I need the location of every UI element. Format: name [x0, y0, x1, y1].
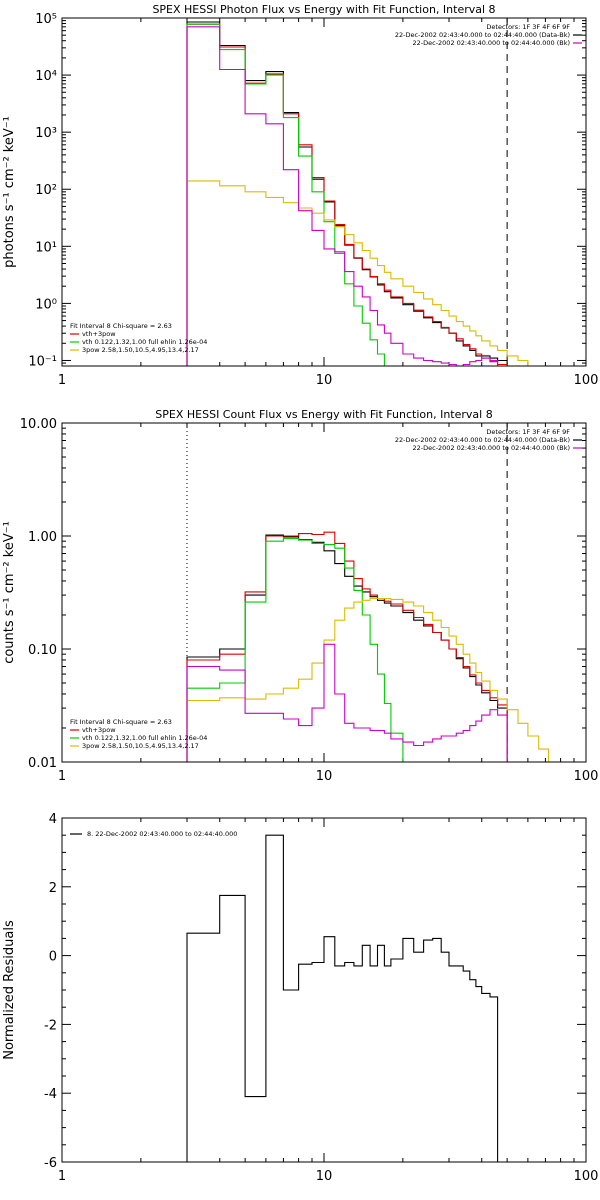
legend-entry-bl: 3pow 2.58,1.50,10.5,4.95,13.4,2.17: [82, 742, 199, 750]
x-tick-label: 100: [574, 769, 599, 784]
y-tick-label: 10⁰: [35, 297, 57, 312]
y-axis-label: Normalized Residuals: [2, 920, 17, 1060]
y-tick-label: 4: [49, 812, 57, 827]
chart-title: SPEX HESSI Photon Flux vs Energy with Fi…: [152, 3, 495, 16]
y-tick-label: 0: [49, 950, 57, 965]
legend-entry-bl: vth 0.122,1.32,1.00 full ehlin 1.26e-04: [82, 338, 207, 346]
y-axis-label: photons s⁻¹ cm⁻² keV⁻¹: [2, 116, 17, 268]
plot-frame: [61, 817, 587, 1163]
legend-entry-tr: 22-Dec-2002 02:43:40.000 to 02:44:40.000…: [395, 436, 570, 444]
residuals-plot: Normalized Residuals 1 10 100 -6 -4 -2 0 2 4 8. 22…: [2, 812, 598, 1184]
y-axis-label: counts s⁻¹ cm⁻² keV⁻¹: [2, 521, 17, 664]
legend-entry-tr: 22-Dec-2002 02:43:40.000 to 02:44:40.000…: [395, 31, 570, 39]
legend-entry-bl: 3pow 2.58,1.50,10.5,4.95,13.4,2.17: [82, 346, 199, 354]
legend-entry-bl: Fit Interval 8 Chi-square = 2.63: [70, 718, 172, 726]
series-line-2: [186, 23, 391, 366]
series-line-1: [186, 531, 508, 762]
y-tick-label: 2: [49, 881, 57, 896]
plot-frame: [61, 17, 587, 367]
x-tick-label: 10: [316, 373, 333, 388]
legend-entry-bl: Fit Interval 8 Chi-square = 2.63: [70, 322, 172, 330]
series-line-3: [186, 180, 539, 366]
y-tick-label: 1.00: [28, 530, 57, 545]
series-line-4: [186, 643, 508, 762]
series-line-0: [186, 834, 508, 1162]
plot-frame: [61, 422, 587, 763]
y-tick-label: -4: [44, 1087, 57, 1102]
legend-entry-tr: 22-Dec-2002 02:43:40.000 to 02:44:40.000…: [413, 39, 571, 47]
chart-title: SPEX HESSI Count Flux vs Energy with Fit…: [155, 408, 492, 421]
y-tick-label: 0.10: [28, 643, 57, 658]
y-tick-label: 10⁴: [35, 69, 57, 84]
series-line-2: [186, 537, 404, 762]
x-tick-label: 100: [574, 1169, 599, 1184]
x-tick-label: 10: [316, 1169, 333, 1184]
count-flux-plot: SPEX HESSI Count Flux vs Energy with Fit…: [2, 408, 598, 784]
y-tick-label: 10¹: [35, 240, 57, 255]
legend-entry-tr: 22-Dec-2002 02:43:40.000 to 02:44:40.000…: [413, 444, 571, 452]
y-tick-label: -2: [44, 1018, 57, 1033]
series-line-0: [186, 534, 508, 762]
series-line-3: [186, 597, 574, 762]
x-tick-label: 100: [574, 373, 599, 388]
y-tick-label: 10⁵: [35, 12, 57, 27]
x-tick-label: 1: [58, 373, 66, 388]
legend-entry-bl: vth+3pow: [82, 330, 116, 338]
series-line-1: [186, 23, 508, 366]
y-tick-label: 10.00: [20, 417, 57, 432]
legend-entry-bl: vth+3pow: [82, 726, 116, 734]
photon-flux-plot: SPEX HESSI Photon Flux vs Energy with Fi…: [2, 3, 598, 388]
y-tick-label: 10⁻¹: [28, 354, 57, 369]
series-line-0: [186, 21, 508, 366]
y-tick-label: 10²: [35, 183, 57, 198]
legend-entry-tr: Detectors: 1F 3F 4F 6F 9F: [486, 428, 570, 436]
x-tick-label: 1: [58, 1169, 66, 1184]
y-tick-label: 0.01: [28, 756, 57, 771]
legend-entry-bl: vth 0.122,1.32,1.00 full ehlin 1.26e-04: [82, 734, 207, 742]
y-tick-label: 10³: [35, 126, 57, 141]
x-tick-label: 10: [316, 769, 333, 784]
legend-entry-tl: 8. 22-Dec-2002 02:43:40.000 to 02:44:40.…: [87, 830, 237, 838]
y-tick-label: -6: [44, 1156, 57, 1171]
series-line-4: [186, 26, 508, 366]
x-tick-label: 1: [58, 769, 66, 784]
legend-entry-tr: Detectors: 1F 3F 4F 6F 9F: [486, 23, 570, 31]
